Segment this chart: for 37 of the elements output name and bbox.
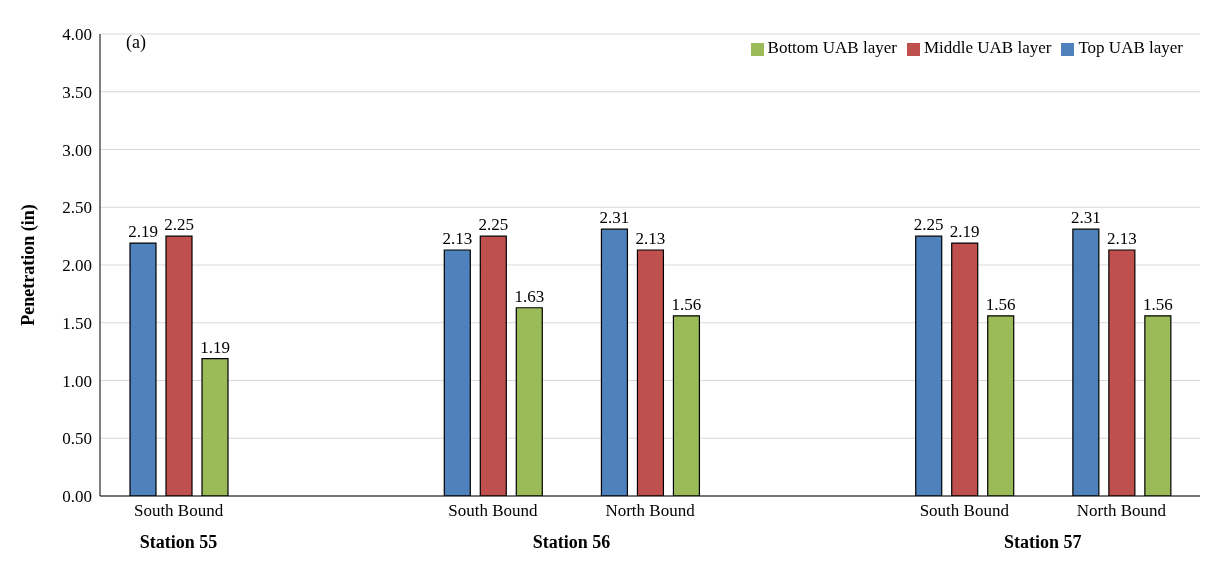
data-label: 1.56	[671, 294, 702, 314]
text: Station 56	[531, 532, 612, 553]
chart-title: (a)	[126, 32, 146, 53]
data-label: 2.19	[128, 222, 158, 242]
x-tick-label: South Bound	[919, 501, 1010, 521]
data-label: 2.31	[599, 208, 630, 228]
data-label: 1.56	[985, 294, 1016, 314]
legend-label: Middle UAB layer	[923, 38, 1052, 57]
data-label: 2.25	[164, 215, 194, 235]
y-tick-label: 2.00	[62, 256, 92, 276]
text: Station 57	[1003, 532, 1083, 553]
text: Station 55	[138, 532, 219, 553]
data-label: 2.31	[1070, 208, 1101, 228]
x-tick-label: South Bound	[133, 501, 224, 521]
data-label: 1.56	[1142, 294, 1173, 314]
data-label: 2.13	[442, 228, 473, 248]
x-tick-label: North Bound	[1076, 501, 1167, 521]
data-label: 2.25	[478, 215, 509, 235]
y-tick-label: 0.00	[62, 487, 92, 507]
data-label: 1.19	[200, 337, 230, 357]
y-tick-label: 1.50	[62, 313, 92, 333]
legend-label: Bottom UAB layer	[767, 38, 897, 57]
y-tick-label: 1.00	[62, 371, 92, 391]
data-label: 2.25	[913, 215, 944, 235]
x-tick-label: North Bound	[605, 501, 696, 521]
y-axis-title: Penetration (in)	[18, 204, 40, 326]
data-label: 2.19	[949, 222, 980, 242]
data-label: 2.13	[635, 228, 666, 248]
data-label: 1.63	[514, 286, 545, 306]
y-tick-label: 2.50	[62, 198, 92, 218]
y-tick-label: 0.50	[62, 429, 92, 449]
y-tick-label: 4.00	[62, 25, 92, 45]
y-tick-label: 3.00	[62, 140, 92, 160]
data-label: 2.13	[1106, 228, 1137, 248]
x-tick-label: South Bound	[448, 501, 538, 521]
y-tick-label: 3.50	[62, 82, 92, 102]
legend-label: Top UAB layer	[1078, 38, 1183, 57]
